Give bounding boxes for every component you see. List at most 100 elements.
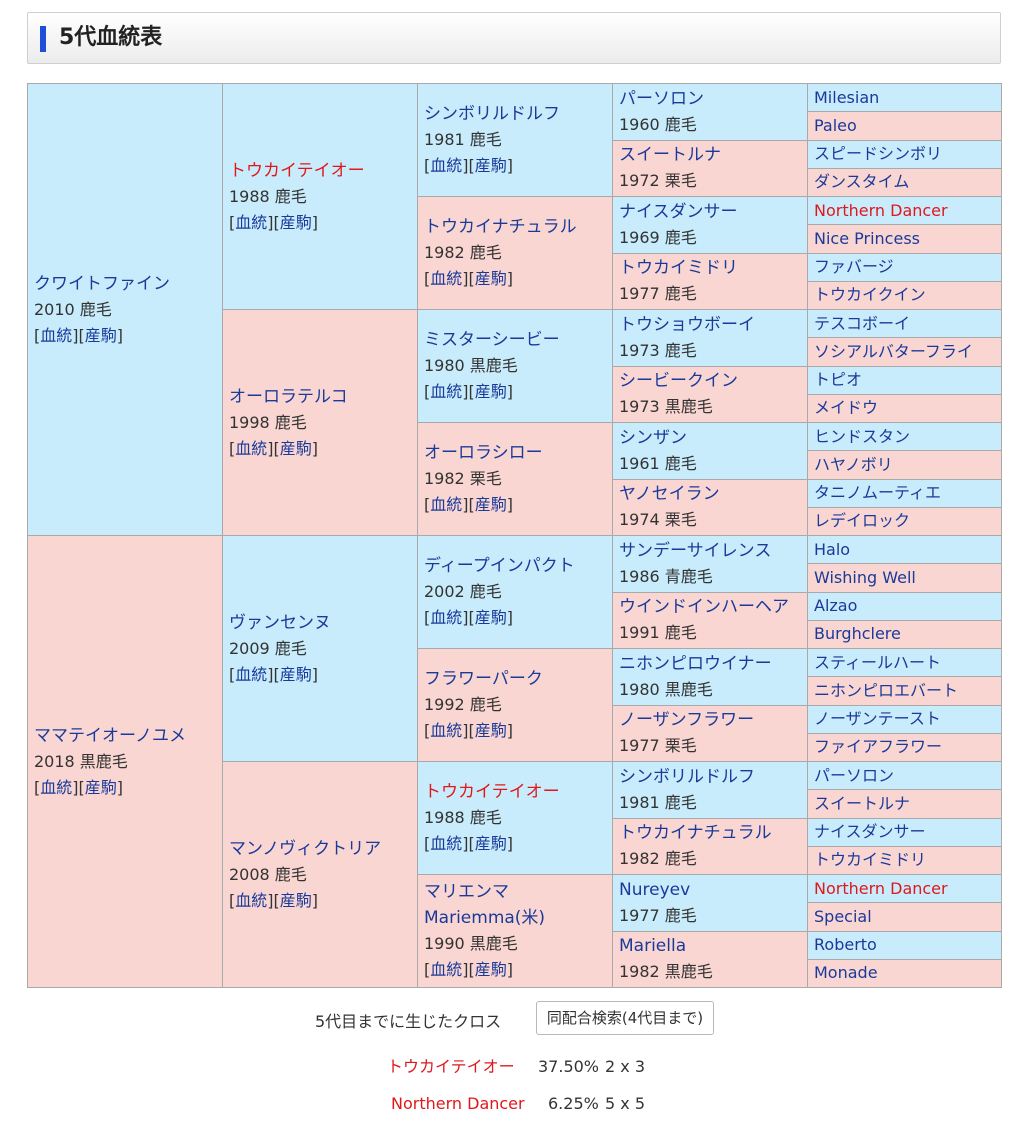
horse-name-link[interactable]: パーソロン	[814, 765, 895, 785]
horse-name-link[interactable]: ファイアフラワー	[814, 737, 943, 757]
offspring-link[interactable]: 産駒	[474, 156, 507, 175]
horse-name-link[interactable]: サンデーサイレンス	[619, 540, 772, 561]
pedigree-link[interactable]: 血統	[40, 325, 73, 345]
horse-name-link[interactable]: Halo	[814, 539, 851, 559]
offspring-link[interactable]: 産駒	[279, 890, 312, 910]
horse-name-link[interactable]: クワイトファイン	[34, 273, 170, 294]
horse-name-link[interactable]: シービークイン	[619, 371, 738, 392]
horse-name-link[interactable]: Monade	[814, 963, 878, 983]
offspring-link[interactable]: 産駒	[279, 664, 312, 684]
horse-name-link[interactable]: スティールハート	[814, 652, 942, 672]
horse-name-link[interactable]: ママテイオーノユメ	[34, 725, 186, 746]
pedigree-cell-gen4: トウカイナチュラル 1982 鹿毛	[612, 817, 808, 875]
horse-name-link[interactable]: トウカイクイン	[814, 285, 926, 305]
horse-name-link[interactable]: トウカイテイオー	[424, 782, 560, 802]
horse-name-link[interactable]: スイートルナ	[619, 145, 721, 166]
horse-name-link[interactable]: Northern Dancer	[814, 200, 948, 220]
pedigree-cell-gen5: Halo	[807, 534, 1002, 565]
pedigree-cell-gen3: オーロラシロー 1982 栗毛 [血統][産駒]	[417, 422, 613, 536]
horse-name-link[interactable]: トウカイナチュラル	[424, 217, 577, 237]
horse-name-link[interactable]: Paleo	[814, 115, 857, 135]
offspring-link[interactable]: 産駒	[279, 438, 312, 458]
pedigree-link[interactable]: 血統	[430, 834, 463, 853]
horse-name-link[interactable]: マリエンマ	[424, 882, 509, 902]
offspring-link[interactable]: 産駒	[474, 382, 507, 401]
horse-name-link[interactable]: ニホンピロエバート	[814, 680, 959, 700]
horse-name-link[interactable]: トウカイミドリ	[814, 850, 927, 870]
horse-name-link[interactable]: Nice Princess	[814, 228, 920, 248]
offspring-link[interactable]: 産駒	[474, 834, 507, 853]
offspring-link[interactable]: 産駒	[84, 325, 117, 345]
horse-name-link[interactable]: Milesian	[814, 87, 880, 107]
cross-horse-link[interactable]: トウカイテイオー	[387, 1057, 515, 1076]
horse-name-link[interactable]: トウカイテイオー	[229, 160, 365, 181]
pedigree-link[interactable]: 血統	[235, 438, 268, 458]
horse-name-link[interactable]: ヒンドスタン	[814, 426, 911, 446]
horse-name-link[interactable]: タニノムーティエ	[814, 483, 942, 503]
pedigree-link[interactable]: 血統	[430, 495, 463, 514]
pedigree-link[interactable]: 血統	[430, 382, 463, 401]
horse-name-link[interactable]: Special	[814, 906, 872, 926]
horse-name-link[interactable]: メイドウ	[814, 398, 879, 418]
horse-name-link[interactable]: Roberto	[814, 935, 877, 955]
horse-name-link[interactable]: オーロラテルコ	[229, 386, 348, 407]
horse-name-link[interactable]: トウカイナチュラル	[619, 823, 772, 844]
horse-name-link[interactable]: トウカイミドリ	[619, 258, 738, 279]
horse-name-link[interactable]: ウインドインハーヘア	[619, 597, 789, 618]
horse-name-link[interactable]: テスコボーイ	[814, 313, 911, 333]
pedigree-links: [血統][産駒]	[229, 438, 319, 458]
horse-name-link[interactable]: ヤノセイラン	[619, 484, 720, 505]
offspring-link[interactable]: 産駒	[474, 495, 507, 514]
offspring-link[interactable]: 産駒	[474, 721, 507, 740]
cross-horse-link[interactable]: Northern Dancer	[391, 1094, 525, 1113]
pedigree-link[interactable]: 血統	[430, 269, 463, 288]
horse-name-link[interactable]: レデイロック	[814, 511, 911, 531]
horse-name-link[interactable]: ニホンピロウイナー	[619, 653, 772, 674]
horse-name-link[interactable]: トピオ	[814, 370, 863, 390]
horse-name-link[interactable]: フラワーパーク	[424, 669, 543, 689]
horse-name-link[interactable]: シンボリルドルフ	[424, 104, 560, 124]
horse-name-link[interactable]: ソシアルバターフライ	[814, 341, 973, 361]
horse-name-link[interactable]: スイートルナ	[814, 793, 911, 813]
horse-name-link[interactable]: パーソロン	[619, 88, 704, 109]
offspring-link[interactable]: 産駒	[474, 960, 507, 979]
pedigree-link[interactable]: 血統	[430, 721, 463, 740]
horse-name-link[interactable]: Northern Dancer	[814, 878, 948, 898]
horse-name-link[interactable]: スピードシンボリ	[814, 144, 943, 164]
horse-name-link[interactable]: オーロラシロー	[424, 443, 543, 463]
horse-name-alt-link[interactable]: Mariemma(米)	[424, 908, 546, 928]
offspring-link[interactable]: 産駒	[279, 212, 312, 232]
horse-name-link[interactable]: ミスターシービー	[424, 330, 560, 350]
section-header: 5代血統表	[27, 12, 1001, 64]
horse-name-link[interactable]: Nureyev	[619, 879, 691, 900]
horse-name-link[interactable]: Alzao	[814, 596, 858, 616]
offspring-link[interactable]: 産駒	[474, 269, 507, 288]
horse-name-link[interactable]: ディープインパクト	[424, 556, 575, 576]
same-mating-search-button[interactable]: 同配合検索(4代目まで)	[536, 1001, 714, 1035]
pedigree-link[interactable]: 血統	[430, 156, 463, 175]
horse-name-link[interactable]: Mariella	[619, 936, 687, 957]
offspring-link[interactable]: 産駒	[84, 777, 117, 797]
pedigree-link[interactable]: 血統	[235, 212, 268, 232]
horse-name-link[interactable]: ハヤノボリ	[814, 454, 893, 474]
pedigree-link[interactable]: 血統	[40, 777, 73, 797]
horse-name-link[interactable]: ノーザンテースト	[814, 709, 941, 729]
horse-name-link[interactable]: Burghclere	[814, 624, 901, 644]
horse-name-link[interactable]: ダンスタイム	[814, 172, 910, 192]
horse-name-link[interactable]: Wishing Well	[814, 567, 916, 587]
horse-name-link[interactable]: マンノヴィクトリア	[229, 838, 382, 859]
pedigree-link[interactable]: 血統	[430, 960, 463, 979]
horse-name-link[interactable]: ヴァンセンヌ	[229, 612, 331, 633]
horse-name-link[interactable]: トウショウボーイ	[619, 314, 755, 335]
pedigree-cell-gen3: トウカイテイオー 1988 鹿毛 [血統][産駒]	[417, 761, 613, 875]
pedigree-link[interactable]: 血統	[235, 890, 268, 910]
horse-name-link[interactable]: シンボリルドルフ	[619, 766, 755, 787]
horse-name-link[interactable]: ナイスダンサー	[619, 201, 738, 222]
offspring-link[interactable]: 産駒	[474, 608, 507, 627]
horse-name-link[interactable]: ノーザンフラワー	[619, 710, 755, 731]
horse-name-link[interactable]: シンザン	[619, 427, 687, 448]
pedigree-link[interactable]: 血統	[430, 608, 463, 627]
pedigree-link[interactable]: 血統	[235, 664, 268, 684]
horse-name-link[interactable]: ファバージ	[814, 257, 894, 277]
horse-name-link[interactable]: ナイスダンサー	[814, 822, 926, 842]
